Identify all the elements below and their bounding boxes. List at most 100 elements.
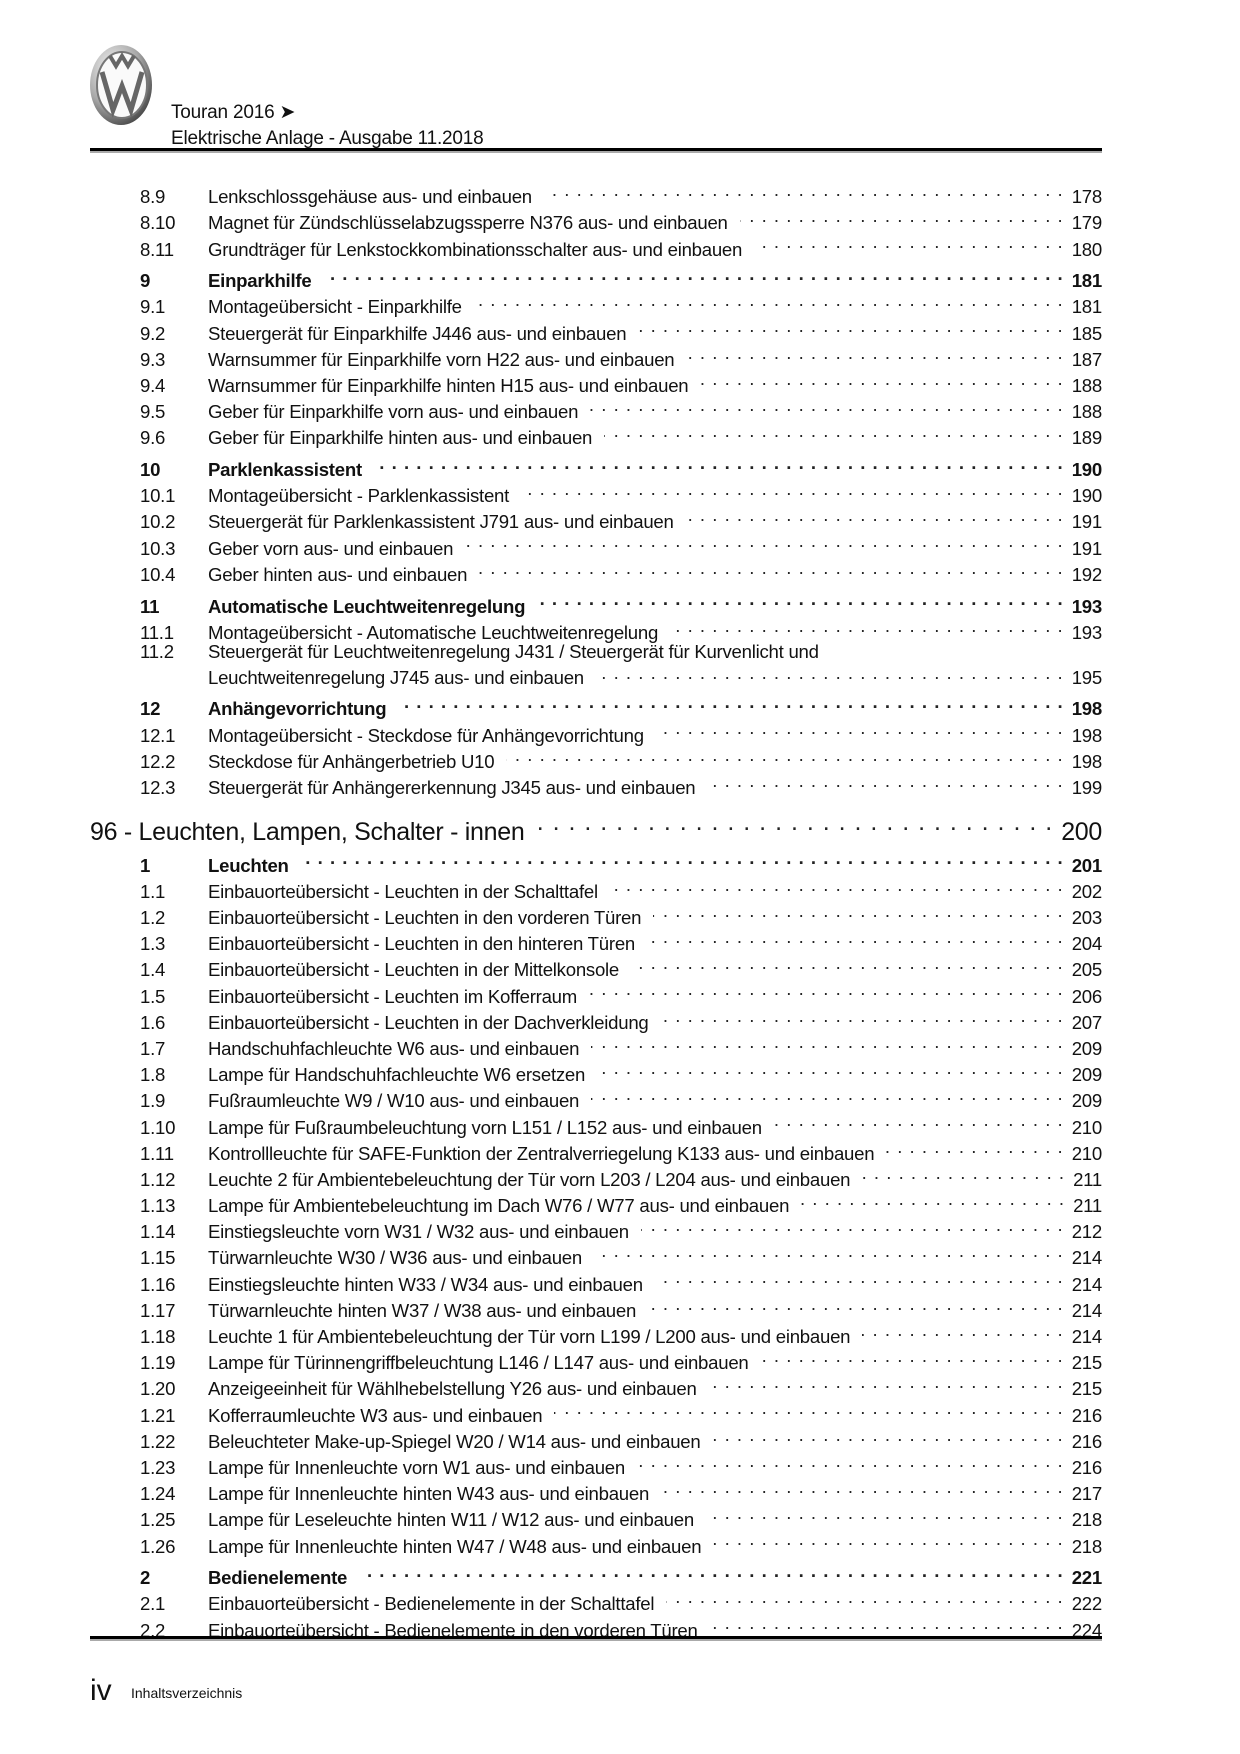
- toc-entry[interactable]: 1.11 Kontrollleuchte für SAFE-Funktion de…: [90, 1134, 1102, 1164]
- toc-section[interactable]: 10 Parklenkassistent 190: [90, 450, 1102, 480]
- toc-entry[interactable]: 1.19 Lampe für Türinnengriffbeleuchtung L…: [90, 1343, 1102, 1373]
- dot-leader: [589, 976, 1064, 1002]
- toc-entry[interactable]: 1.8 Lampe für Handschuhfachleuchte W6 ers…: [90, 1055, 1102, 1085]
- entry-page: 222: [1071, 1593, 1103, 1615]
- toc-entry[interactable]: 1.13 Lampe für Ambientebeleuchtung im Dac…: [90, 1186, 1102, 1216]
- toc-entry[interactable]: 10.3 Geber vorn aus- und einbauen 191: [90, 528, 1102, 559]
- entry-page: 214: [1071, 1273, 1103, 1295]
- toc-entry[interactable]: 1.21 Kofferraumleuchte W3 aus- und einbau…: [90, 1395, 1102, 1426]
- toc-entry[interactable]: 1.18 Leuchte 1 für Ambientebeleuchtung de…: [90, 1317, 1102, 1347]
- toc-entry[interactable]: 9.6 Geber für Einparkhilfe hinten aus- un…: [90, 418, 1102, 448]
- toc-entry[interactable]: 9.2 Steuergerät für Einparkhilfe J446 aus…: [90, 313, 1102, 344]
- entry-title: Einbauorteübersicht - Bedienelemente in …: [208, 1619, 698, 1641]
- dot-leader: [465, 528, 1063, 554]
- toc-section[interactable]: 1 Leuchten 201: [90, 845, 1102, 876]
- entry-number: 9.6: [140, 427, 166, 449]
- entry-page: 181: [1071, 296, 1103, 318]
- entry-title: Leuchten: [208, 854, 289, 876]
- toc-entry[interactable]: 1.14 Einstiegsleuchte vorn W31 / W32 aus-…: [90, 1212, 1102, 1242]
- toc-entry[interactable]: 1.1 Einbauorteübersicht - Leuchten in der…: [90, 872, 1102, 902]
- toc-entry[interactable]: 1.22 Beleuchteter Make-up-Spiegel W20 / W…: [90, 1422, 1102, 1452]
- toc-entry[interactable]: 11.1 Montageübersicht - Automatische Leuc…: [90, 613, 1102, 643]
- entry-number: 1.10: [140, 1116, 176, 1138]
- toc-entry[interactable]: 2.2 Einbauorteübersicht - Bedienelemente …: [90, 1610, 1102, 1641]
- toc-entry[interactable]: 1.3 Einbauorteübersicht - Leuchten in den…: [90, 924, 1102, 954]
- toc-chapter[interactable]: 96 - Leuchten, Lampen, Schalter - innen 2…: [90, 804, 1102, 846]
- toc-entry[interactable]: 10.2 Steuergerät für Parklenkassistent J7…: [90, 502, 1102, 532]
- entry-title: Lampe für Handschuhfachleuchte W6 ersetz…: [208, 1064, 586, 1086]
- entry-page: 202: [1071, 880, 1103, 902]
- entry-page: 178: [1071, 186, 1103, 208]
- entry-number: 1.13: [140, 1195, 176, 1217]
- entry-page: 204: [1071, 933, 1103, 955]
- entry-page: 212: [1071, 1221, 1103, 1243]
- toc-entry[interactable]: 1.24 Lampe für Innenleuchte hinten W43 au…: [90, 1474, 1102, 1504]
- entry-page: 190: [1071, 459, 1103, 481]
- entry-number: 1.6: [140, 1011, 166, 1033]
- toc-entry[interactable]: 12.2 Steckdose für Anhängerbetrieb U10 198: [90, 742, 1102, 772]
- entry-number: 1.19: [140, 1352, 176, 1374]
- entry-number: 9: [140, 270, 151, 292]
- toc-entry[interactable]: 9.5 Geber für Einparkhilfe vorn aus- und …: [90, 392, 1102, 422]
- toc-entry[interactable]: 9.3 Warnsummer für Einparkhilfe vorn H22 …: [90, 340, 1102, 370]
- toc-entry[interactable]: 1.25 Lampe für Leseleuchte hinten W11 / W…: [90, 1500, 1102, 1530]
- toc-entry[interactable]: 10.4 Geber hinten aus- und einbauen 192: [90, 555, 1102, 585]
- toc-entry[interactable]: 1.5 Einbauorteübersicht - Leuchten im Kof…: [90, 976, 1102, 1007]
- toc-entry[interactable]: 12.3 Steuergerät für Anhängererkennung J3…: [90, 768, 1102, 798]
- toc-section[interactable]: 11 Automatische Leuchtweitenregelung 193: [90, 586, 1102, 617]
- toc-entry[interactable]: 1.12 Leuchte 2 für Ambientebeleuchtung de…: [90, 1160, 1102, 1190]
- toc-entry[interactable]: 1.6 Einbauorteübersicht - Leuchten in der…: [90, 1003, 1102, 1033]
- toc-entry[interactable]: 8.9 Lenkschlossgehäuse aus- und einbauen 1…: [90, 177, 1102, 207]
- entry-page: 200: [1061, 817, 1102, 846]
- toc-entry[interactable]: 2.1 Einbauorteübersicht - Bedienelemente …: [90, 1584, 1102, 1614]
- toc-entry[interactable]: 1.23 Lampe für Innenleuchte vorn W1 aus- …: [90, 1448, 1102, 1478]
- toc-entry[interactable]: 1.17 Türwarnleuchte hinten W37 / W38 aus-…: [90, 1291, 1102, 1321]
- entry-number: 1.14: [140, 1221, 176, 1243]
- dot-leader: [359, 1558, 1064, 1584]
- dot-leader: [801, 1186, 1065, 1212]
- dot-leader: [506, 742, 1063, 768]
- entry-title: Einbauorteübersicht - Leuchten im Koffer…: [208, 985, 578, 1007]
- toc-section[interactable]: 9 Einparkhilfe 181: [90, 261, 1102, 291]
- entry-number: 1.15: [140, 1247, 176, 1269]
- dot-leader: [537, 586, 1064, 612]
- entry-title: Türwarnleuchte W30 / W36 aus- und einbau…: [208, 1247, 582, 1269]
- toc-entry[interactable]: 1.15 Türwarnleuchte W30 / W36 aus- und ei…: [90, 1238, 1102, 1268]
- entry-page: 209: [1071, 1064, 1103, 1086]
- entry-page: 191: [1071, 537, 1103, 559]
- entry-number: 1.2: [140, 907, 166, 929]
- toc-entry[interactable]: 1.16 Einstiegsleuchte hinten W33 / W34 au…: [90, 1264, 1102, 1295]
- entry-title: Steuergerät für Parklenkassistent J791 a…: [208, 511, 674, 533]
- toc-entry[interactable]: 1.7 Handschuhfachleuchte W6 aus- und einb…: [90, 1029, 1102, 1059]
- toc-entry[interactable]: 8.10 Magnet für Zündschlüsselabzugssperre…: [90, 203, 1102, 233]
- toc-entry[interactable]: 1.26 Lampe für Innenleuchte hinten W47 / …: [90, 1526, 1102, 1557]
- entry-page: 203: [1071, 907, 1103, 929]
- toc-entry[interactable]: 9.1 Montageübersicht - Einparkhilfe 181: [90, 287, 1102, 317]
- entry-page: 218: [1071, 1509, 1103, 1531]
- entry-number: 10.4: [140, 563, 176, 585]
- toc-entry[interactable]: 1.20 Anzeigeeinheit für Wählhebelstellung…: [90, 1369, 1102, 1399]
- entry-title: Handschuhfachleuchte W6 aus- und einbaue…: [208, 1037, 580, 1059]
- toc-entry-continued[interactable]: Leuchtweitenregelung J745 aus- und einba…: [90, 662, 1102, 688]
- toc-entry[interactable]: 10.1 Montageübersicht - Parklenkassistent…: [90, 476, 1102, 506]
- entry-page: 189: [1071, 427, 1103, 449]
- entry-page: 216: [1071, 1456, 1103, 1478]
- toc-entry[interactable]: 1.10 Lampe für Fußraumbeleuchtung vorn L1…: [90, 1107, 1102, 1138]
- entry-page: 215: [1071, 1352, 1103, 1374]
- toc-entry[interactable]: 9.4 Warnsummer für Einparkhilfe hinten H1…: [90, 366, 1102, 396]
- entry-number: 2: [140, 1567, 151, 1589]
- toc-section[interactable]: 2 Bedienelemente 221: [90, 1558, 1102, 1588]
- dot-leader: [686, 502, 1064, 528]
- toc-entry[interactable]: 12.1 Montageübersicht - Steckdose für Anh…: [90, 715, 1102, 746]
- entry-page: 209: [1071, 1037, 1103, 1059]
- dot-leader: [686, 340, 1063, 366]
- toc-entry[interactable]: 1.9 Fußraumleuchte W9 / W10 aus- und einb…: [90, 1081, 1102, 1111]
- toc-entry[interactable]: 1.4 Einbauorteübersicht - Leuchten in der…: [90, 950, 1102, 980]
- toc-entry[interactable]: 11.2 Steuergerät für Leuchtweitenregelung…: [90, 641, 1102, 662]
- toc-entry[interactable]: 8.11 Grundträger für Lenkstockkombination…: [90, 229, 1102, 260]
- header-divider: [90, 148, 1102, 151]
- toc-section[interactable]: 12 Anhängevorrichtung 198: [90, 689, 1102, 719]
- dot-leader: [604, 418, 1064, 444]
- footer-label: Inhaltsverzeichnis: [131, 1685, 243, 1701]
- toc-entry[interactable]: 1.2 Einbauorteübersicht - Leuchten in den…: [90, 898, 1102, 928]
